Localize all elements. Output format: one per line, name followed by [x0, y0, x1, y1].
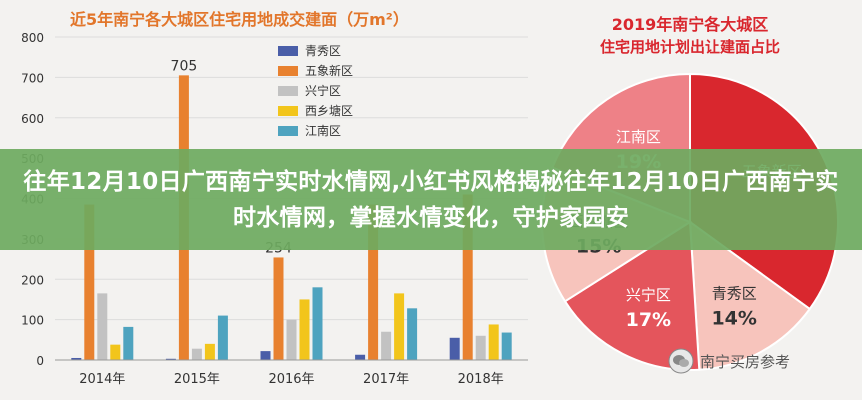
bar — [501, 332, 512, 360]
bar — [475, 335, 486, 360]
legend-label: 江南区 — [305, 123, 341, 138]
pie-slice-value-label: 17% — [626, 309, 671, 331]
title-banner: 往年12月10日广西南宁实时水情网,小红书风格揭秘往年12月10日广西南宁实时水… — [0, 149, 862, 250]
bar — [110, 344, 121, 360]
bar — [204, 343, 215, 360]
x-tick-label: 2015年 — [174, 372, 220, 387]
y-tick-label: 700 — [21, 71, 44, 85]
y-tick-label: 800 — [21, 31, 44, 45]
legend-label: 西乡塘区 — [305, 103, 353, 118]
pie-slice — [688, 219, 812, 371]
data-label: 705 — [171, 58, 198, 74]
y-tick-label: 600 — [21, 112, 44, 126]
y-tick-label: 200 — [21, 273, 44, 287]
bar — [273, 257, 284, 360]
bar — [260, 351, 271, 360]
y-tick-label: 0 — [36, 354, 44, 368]
x-tick-label: 2018年 — [458, 372, 504, 387]
bar — [368, 204, 379, 360]
bar — [71, 357, 82, 360]
bar — [97, 293, 108, 360]
bar-chart-title: 近5年南宁各大城区住宅用地成交建面（万m²） — [70, 10, 409, 29]
legend-swatch — [278, 86, 298, 96]
bar — [165, 358, 176, 360]
wechat-icon — [668, 348, 694, 374]
legend-swatch — [278, 126, 298, 136]
bar — [299, 299, 310, 360]
x-tick-label: 2016年 — [268, 372, 314, 387]
bar — [312, 287, 323, 360]
legend-label: 兴宁区 — [305, 83, 341, 98]
legend-swatch — [278, 106, 298, 116]
pie-title-line2: 住宅用地计划出让建面占比 — [600, 38, 780, 56]
x-tick-label: 2017年 — [363, 372, 409, 387]
bar — [123, 326, 134, 360]
pie-title-line1: 2019年南宁各大城区 — [612, 15, 769, 34]
bar — [449, 337, 460, 360]
watermark: 南宁买房参考 — [668, 346, 848, 376]
bar — [355, 354, 366, 360]
legend-swatch — [278, 46, 298, 56]
legend-swatch — [278, 66, 298, 76]
watermark-text: 南宁买房参考 — [700, 352, 791, 371]
y-tick-label: 100 — [21, 314, 44, 328]
bar — [286, 319, 297, 360]
bar — [191, 348, 202, 360]
bar — [217, 315, 228, 360]
pie-slice-name: 青秀区 — [712, 284, 757, 302]
bar — [462, 194, 473, 360]
pie-slice-name: 兴宁区 — [626, 286, 671, 304]
x-tick-label: 2014年 — [79, 372, 125, 387]
bar — [381, 331, 392, 360]
legend-label: 青秀区 — [305, 44, 341, 58]
bar — [84, 204, 95, 360]
pie-slice-value-label: 14% — [711, 307, 756, 329]
pie-slice-name: 江南区 — [616, 128, 661, 146]
legend-label: 五象新区 — [305, 63, 353, 78]
bar — [488, 324, 499, 360]
banner-title: 往年12月10日广西南宁实时水情网,小红书风格揭秘往年12月10日广西南宁实时水… — [23, 168, 839, 231]
bar — [407, 308, 418, 360]
bar — [394, 293, 405, 360]
